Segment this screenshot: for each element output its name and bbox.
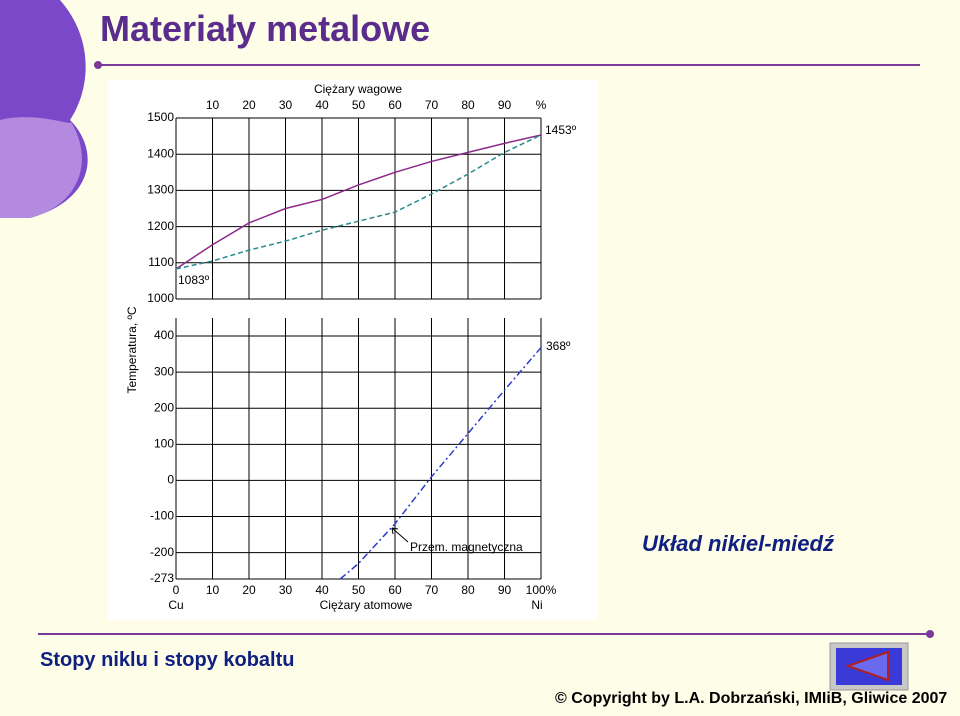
x-tick-label: 30: [279, 583, 293, 597]
axis-title: Temperatura, ºC: [125, 306, 139, 393]
chart-area: [108, 80, 598, 620]
divider-dot: [94, 61, 102, 69]
x2-tick-label: 60: [388, 98, 402, 112]
y-tick-label: 1200: [147, 219, 174, 233]
y-tick-label: 1500: [147, 110, 174, 124]
decoration: [0, 117, 82, 218]
annotation: 368º: [546, 339, 571, 353]
chart: 0 10 20 30 40 50 60 70 80 90 100% 10 20 30 40 50 60 70 80 9…: [125, 82, 577, 612]
axis-title: Ciężary wagowe: [314, 82, 402, 96]
axis-title: Ciężary atomowe: [320, 598, 413, 612]
y2-tick-label: -273: [150, 571, 174, 585]
x2-tick-label: 20: [242, 98, 256, 112]
slide-title: Materiały metalowe: [100, 8, 431, 49]
x2-tick-label: %: [536, 98, 547, 112]
x-tick-label: 50: [352, 583, 366, 597]
x2-tick-label: 50: [352, 98, 366, 112]
series-line: [175, 134, 542, 270]
y2-tick-label: -100: [150, 509, 174, 523]
y2-tick-label: 300: [154, 364, 174, 378]
x-tick-label: 10: [206, 583, 220, 597]
y-tick-label: 1100: [148, 255, 174, 269]
series-line: [339, 347, 542, 580]
x-tick-label: 20: [242, 583, 256, 597]
x-tick-label: 90: [498, 583, 512, 597]
x-tick-label: 0: [173, 583, 180, 597]
y2-tick-label: 400: [154, 328, 174, 342]
annotation: Przem. magnetyczna: [410, 540, 523, 554]
axis-end-label: Ni: [531, 598, 542, 612]
x-tick-label: 70: [425, 583, 439, 597]
series-line: [175, 134, 542, 270]
x-tick-label: 40: [315, 583, 329, 597]
y-tick-label: 1000: [147, 291, 174, 305]
y2-tick-label: 0: [167, 473, 174, 487]
axis-start-label: Cu: [168, 598, 183, 612]
y-tick-label: 1300: [147, 183, 174, 197]
caption: Układ nikiel-miedź: [642, 531, 834, 556]
x2-tick-label: 80: [461, 98, 475, 112]
x-tick-label: 60: [388, 583, 402, 597]
nav-button[interactable]: [829, 642, 909, 691]
footer: Stopy niklu i stopy kobaltu: [40, 649, 295, 671]
y-tick-label: 1400: [147, 146, 174, 160]
button-arrow[interactable]: [844, 650, 889, 682]
annotation: 1453º: [545, 123, 577, 137]
x2-tick-label: 40: [315, 98, 329, 112]
y2-tick-label: -200: [150, 545, 174, 559]
annotation: 1083º: [178, 273, 210, 287]
x2-tick-label: 30: [279, 98, 293, 112]
x-tick-label: 100%: [526, 583, 557, 597]
divider-dot: [926, 630, 934, 638]
y2-tick-label: 100: [154, 436, 174, 450]
x2-tick-label: 70: [425, 98, 439, 112]
x2-tick-label: 10: [206, 98, 220, 112]
x2-tick-label: 90: [498, 98, 512, 112]
x-tick-label: 80: [461, 583, 475, 597]
copyright: © Copyright by L.A. Dobrzański, IMIiB, G…: [555, 690, 948, 707]
y2-tick-label: 200: [154, 400, 174, 414]
annotation-arrow: [391, 527, 409, 543]
